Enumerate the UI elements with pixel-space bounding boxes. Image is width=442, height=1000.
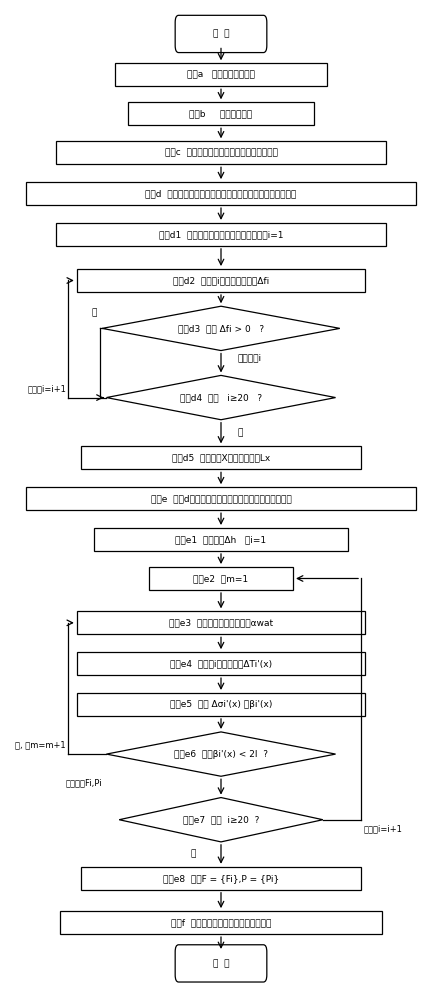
Polygon shape [119,798,323,842]
Text: 步骤d4  判断   i≥20   ?: 步骤d4 判断 i≥20 ? [180,393,262,402]
Bar [26,182,416,205]
Text: 步骤d  根据当前出口板形，计算沿带钢宽度方向板形超差区域: 步骤d 根据当前出口板形，计算沿带钢宽度方向板形超差区域 [145,189,297,198]
Text: 步骤f  完成水雾冷却喷淋工艺的横向调整: 步骤f 完成水雾冷却喷淋工艺的横向调整 [171,918,271,927]
Text: 步骤e4  计算第i段冷却温度ΔTi'(x): 步骤e4 计算第i段冷却温度ΔTi'(x) [170,659,272,668]
Text: 步骤d3  判断 Δfi > 0   ?: 步骤d3 判断 Δfi > 0 ? [178,324,264,333]
Bar [81,867,361,890]
Bar [94,528,348,551]
Text: 步骤a   收集基本设备参数: 步骤a 收集基本设备参数 [187,70,255,79]
Text: 步骤b     收集产品参数: 步骤b 收集产品参数 [190,109,252,118]
Bar [77,269,365,292]
Text: 否: 否 [91,309,96,318]
Bar [56,223,386,246]
Text: 步骤e2  令m=1: 步骤e2 令m=1 [194,574,248,583]
Text: 否，令i=i+1: 否，令i=i+1 [363,824,402,833]
Text: 步骤e3  计算动态对流换热系数αwat: 步骤e3 计算动态对流换热系数αwat [169,618,273,627]
Text: 否，令i=i+1: 否，令i=i+1 [27,384,66,393]
Bar [149,567,293,590]
Bar [115,63,327,86]
Text: 步骤e5  计算 Δσi'(x) ，βi'(x): 步骤e5 计算 Δσi'(x) ，βi'(x) [170,700,272,709]
Text: 步骤c  收集出口板形曲线及带钢入口温度曲线: 步骤c 收集出口板形曲线及带钢入口温度曲线 [164,148,278,157]
Text: 否, 令m=m+1: 否, 令m=m+1 [15,741,66,750]
Bar [128,102,314,125]
Text: 是: 是 [238,429,244,438]
Text: 步骤d5  输出数组X及其对应位置Lx: 步骤d5 输出数组X及其对应位置Lx [172,453,270,462]
Polygon shape [107,732,335,776]
Bar [60,911,382,934]
Text: 步骤d2  计算第i段平均板形差值Δfi: 步骤d2 计算第i段平均板形差值Δfi [173,276,269,285]
Bar [77,693,365,716]
Bar [26,487,416,510]
Text: 步骤e8  输出F = {Fi},P = {Pi}: 步骤e8 输出F = {Fi},P = {Pi} [163,874,279,883]
Text: 步骤d1  采用分段离散法，将带材分段，令i=1: 步骤d1 采用分段离散法，将带材分段，令i=1 [159,230,283,239]
Text: 是: 是 [190,850,195,859]
Text: 步骤e6  判断βi'(x) < 2I  ?: 步骤e6 判断βi'(x) < 2I ? [174,750,268,759]
Text: 是，录入Fi,Pi: 是，录入Fi,Pi [65,778,102,787]
Text: 结  束: 结 束 [213,959,229,968]
Bar [77,652,365,675]
Text: 步骤e  根据d中结果，计算水雾冷却喷淋工艺横向调整量: 步骤e 根据d中结果，计算水雾冷却喷淋工艺横向调整量 [151,494,291,503]
FancyBboxPatch shape [175,15,267,53]
Polygon shape [102,306,340,351]
Bar [81,446,361,469]
Text: 步骤e1  设定步长Δh   令i=1: 步骤e1 设定步长Δh 令i=1 [175,535,267,544]
Bar [77,611,365,634]
Text: 是，录入i: 是，录入i [238,353,262,362]
Polygon shape [107,375,335,420]
Bar [56,141,386,164]
FancyBboxPatch shape [175,945,267,982]
Text: 开  始: 开 始 [213,29,229,38]
Text: 步骤e7  判断  i≥20  ?: 步骤e7 判断 i≥20 ? [183,815,259,824]
